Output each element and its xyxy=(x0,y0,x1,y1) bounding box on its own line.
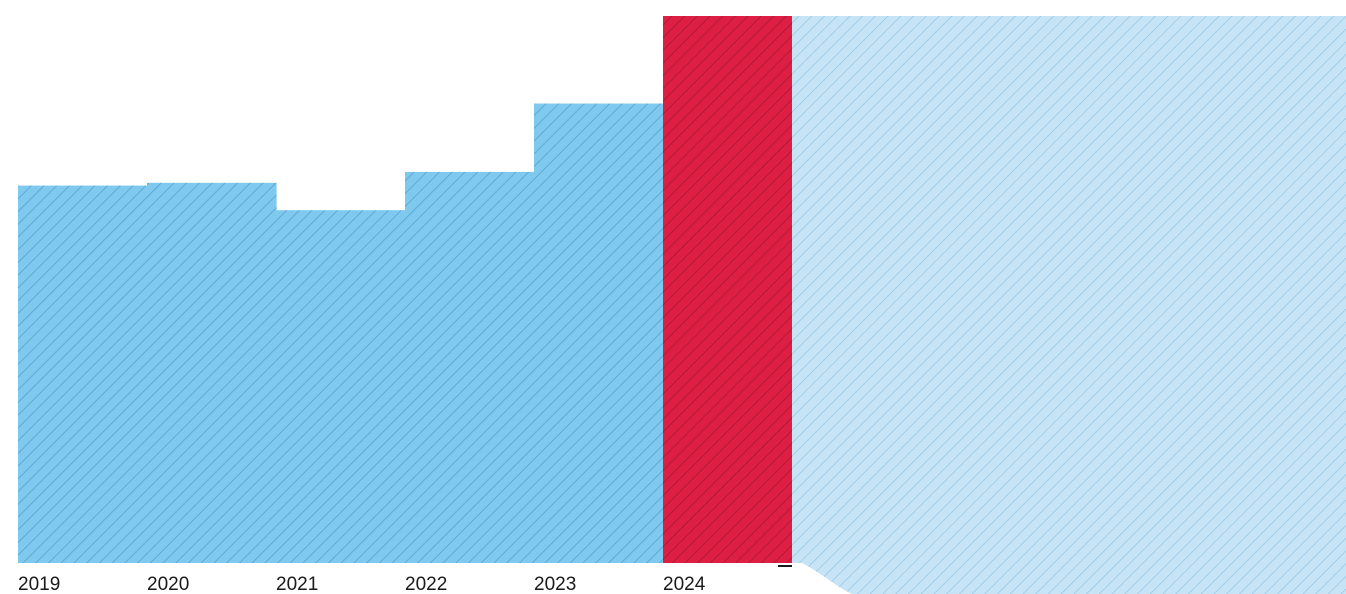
bar-2020 xyxy=(147,182,277,563)
x-tick-label-2023: 2023 xyxy=(534,574,576,594)
bar-2023 xyxy=(534,103,664,564)
x-tick-label-2020: 2020 xyxy=(147,574,189,594)
x-axis-labels: 2019 2020 2021 2022 2023 2024 xyxy=(18,574,706,594)
background-area xyxy=(792,16,1346,594)
x-tick-label-2024: 2024 xyxy=(663,574,706,594)
bars-group xyxy=(18,16,792,564)
bar-2019 xyxy=(18,185,148,563)
bar-2022 xyxy=(405,171,535,563)
x-tick-label-2022: 2022 xyxy=(405,574,447,594)
x-tick-label-2021: 2021 xyxy=(276,574,318,594)
bar-2021 xyxy=(276,210,406,563)
x-tick-label-2019: 2019 xyxy=(18,574,60,594)
bar-2024 xyxy=(663,16,792,563)
